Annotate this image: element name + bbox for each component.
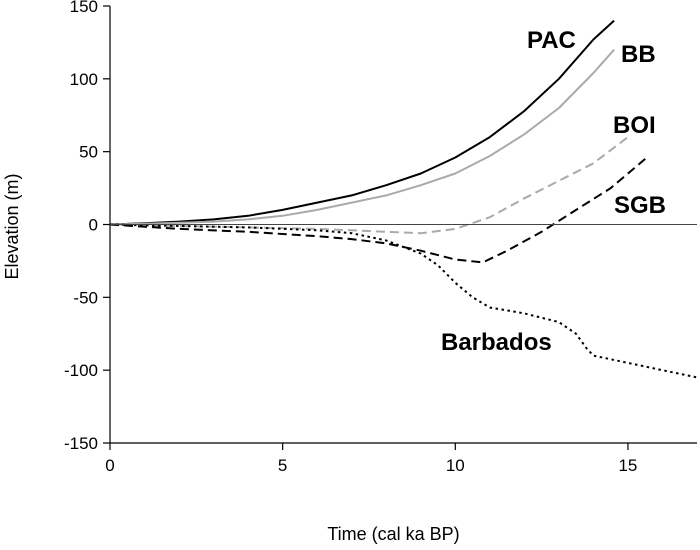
y-tick-label: 50 (79, 143, 98, 162)
series-label-bb: BB (621, 41, 656, 68)
series-label-sgb: SGB (614, 192, 666, 219)
series-line-bb (110, 49, 615, 226)
y-tick-label: 100 (70, 70, 98, 89)
ticks: 150 100 50 0 -50 -100 -150 0 5 10 15 (64, 0, 637, 475)
x-tick-label: 5 (278, 456, 287, 475)
y-axis-title: Elevation (m) (2, 173, 22, 279)
series-line-barbados (110, 223, 697, 379)
x-tick-label: 15 (618, 456, 637, 475)
plot-lines (110, 19, 697, 379)
y-tick-label: 150 (70, 0, 98, 16)
axes (109, 6, 697, 444)
series-line-boi (110, 136, 629, 235)
series-label-pac: PAC (527, 27, 576, 54)
y-tick-label: -150 (64, 434, 98, 453)
series-line-pac (110, 19, 615, 226)
x-tick-label: 10 (446, 456, 465, 475)
y-tick-label: 0 (89, 216, 98, 235)
series-labels: PAC BB BOI SGB Barbados (441, 27, 666, 356)
y-tick-label: -50 (73, 288, 98, 307)
x-axis-title: Time (cal ka BP) (327, 524, 459, 544)
series-label-barbados: Barbados (441, 329, 552, 356)
x-tick-label: 0 (105, 456, 114, 475)
series-line-sgb (110, 158, 646, 264)
y-tick-label: -100 (64, 361, 98, 380)
series-label-boi: BOI (613, 112, 656, 139)
